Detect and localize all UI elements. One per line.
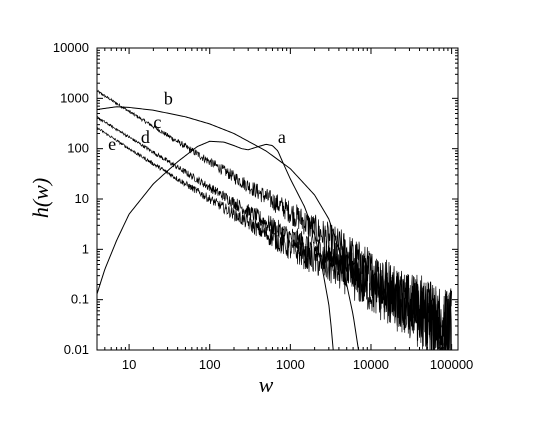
- series-label-e: e: [108, 134, 116, 154]
- y-tick-label: 0.1: [71, 292, 89, 307]
- y-tick-label: 0.01: [64, 342, 89, 357]
- series-line-a: [96, 140, 334, 351]
- x-tick-label: 1000: [276, 357, 305, 372]
- series-line-e: [96, 126, 452, 351]
- x-tick-label: 100000: [430, 357, 473, 372]
- tick-layer: 10 100 1000 10000 100000 0.01 0.1 1 10 100 1000 100…: [53, 40, 473, 372]
- x-tick-label: 100: [199, 357, 221, 372]
- y-axis-title: h(w): [28, 178, 53, 218]
- x-tick-label: 10: [122, 357, 136, 372]
- series-line-b: [96, 106, 359, 351]
- series-label-layer: a bcd e: [108, 88, 286, 153]
- y-tick-label: 100: [67, 141, 89, 156]
- series-layer: [96, 89, 452, 351]
- y-tick-label: 10: [75, 191, 89, 206]
- series-label-d: d: [141, 127, 150, 147]
- series-label-c: c: [153, 112, 161, 132]
- x-axis-title: w: [259, 372, 274, 397]
- series-label-b: b: [164, 88, 173, 108]
- series-label-a: a: [278, 127, 286, 147]
- y-tick-label: 1000: [60, 90, 89, 105]
- y-tick-label: 10000: [53, 40, 89, 55]
- y-tick-label: 1: [82, 241, 89, 256]
- x-tick-label: 10000: [353, 357, 389, 372]
- series-line-d: [96, 116, 452, 351]
